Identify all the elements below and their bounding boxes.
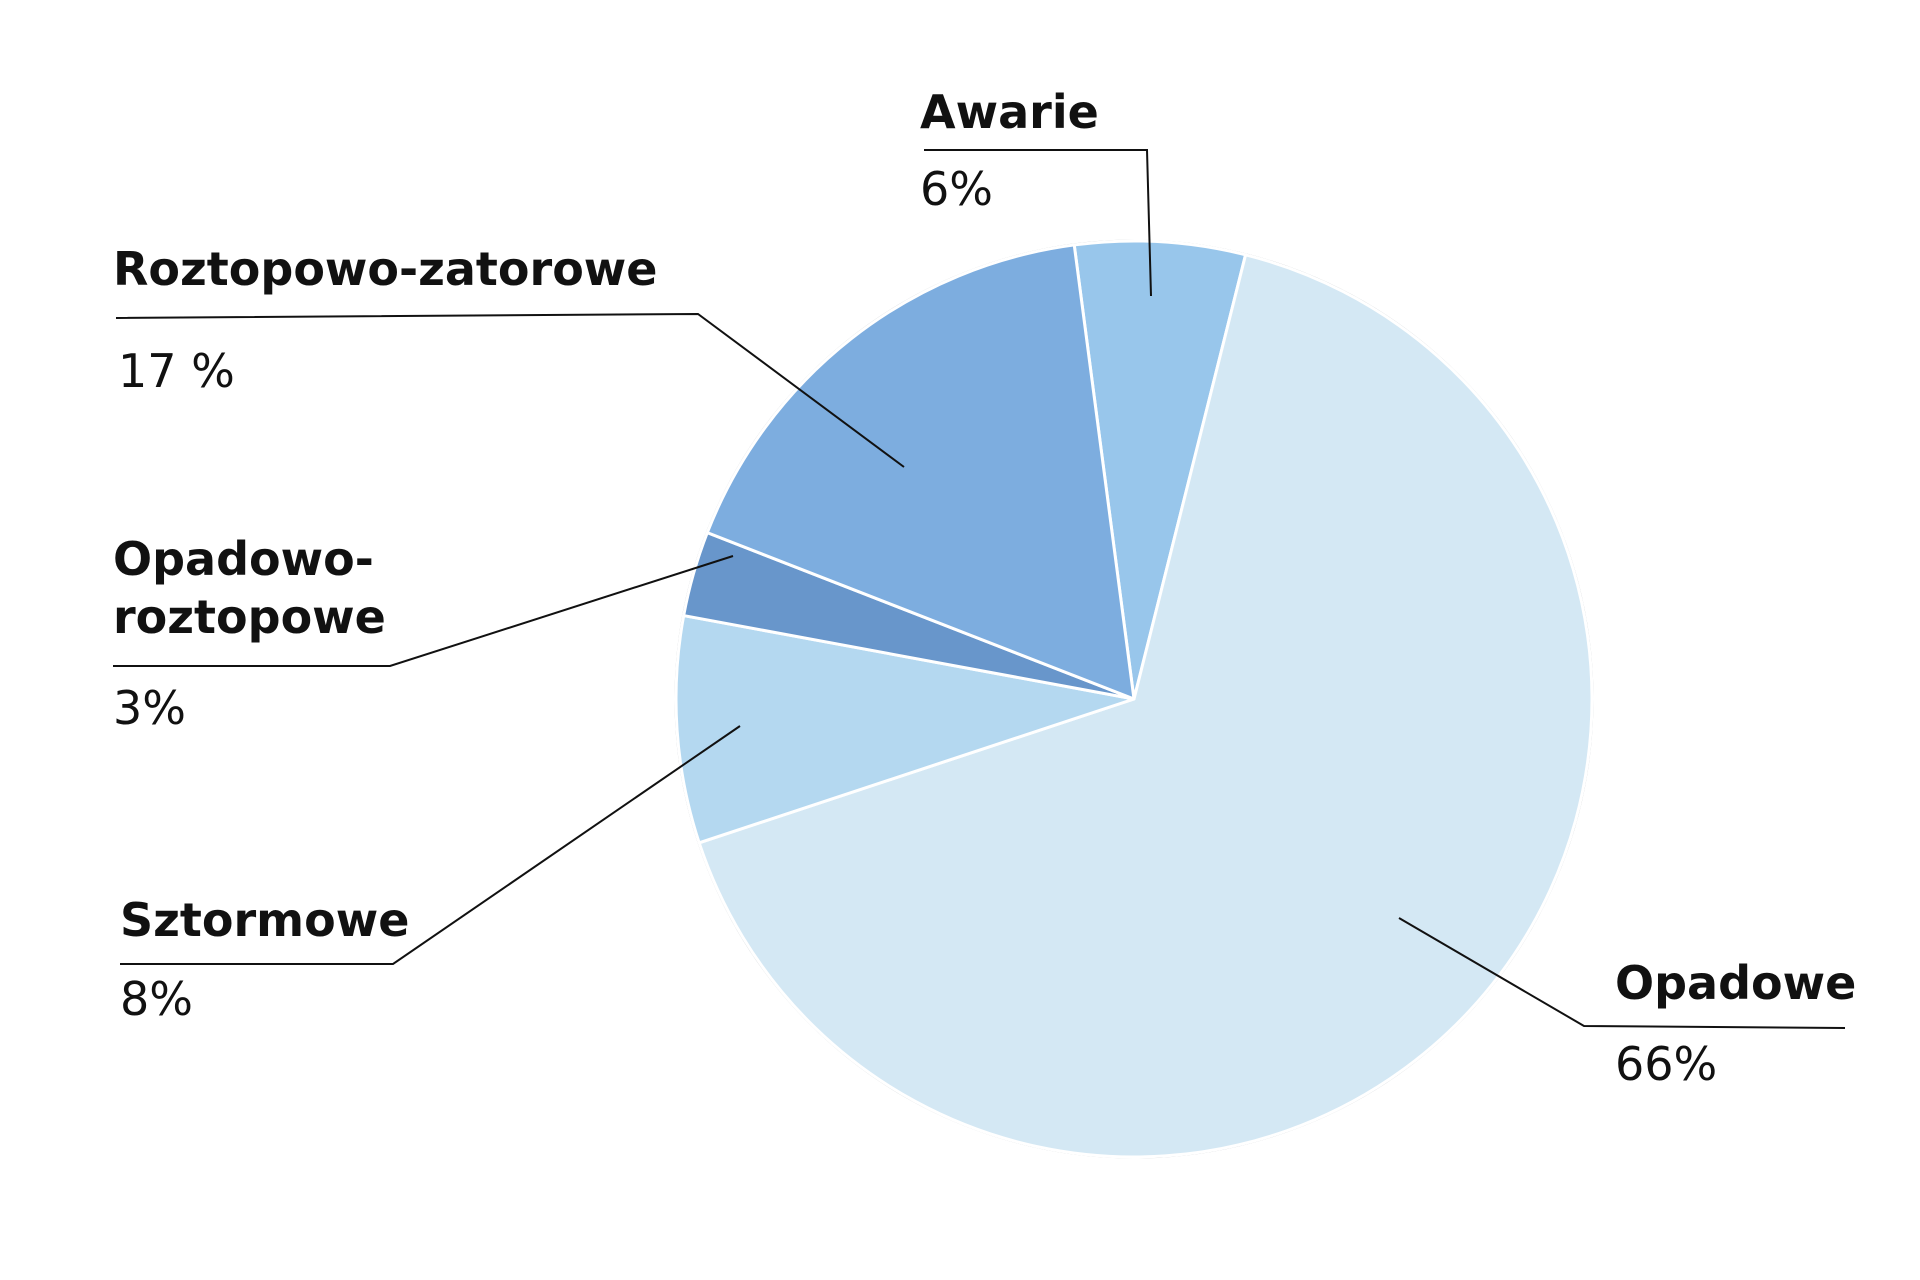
pie-slice-1 [1072,239,1248,701]
slice-value-4: 3% [113,681,186,735]
slice-label-1: Awarie [920,85,1099,139]
slice-value-5: 17 % [118,344,235,398]
slice-label-3: Sztormowe [120,893,409,947]
slice-label-2: Opadowe [1615,956,1856,1010]
slice-labels: Awarie 6% Opadowe 66% Sztormowe 8% Opadowo-roz… [113,85,1856,1091]
slice-value-3: 8% [120,972,193,1026]
slice-value-2: 66% [1615,1037,1717,1091]
slice-label-5: Roztopowo-zatorowe [113,242,658,296]
leader-line-4 [113,555,734,667]
slice-label-4-line-2: roztopowe [113,590,386,644]
leader-line-5 [115,312,905,468]
leader-line-3 [120,725,741,965]
pie-slice-2 [697,253,1594,1159]
pie-slice-3 [674,614,1136,845]
pie-slices [674,239,1594,1159]
slice-value-1: 6% [920,162,993,216]
leader-lines [113,149,1846,1029]
leader-line-2 [1398,917,1846,1029]
leader-line-1 [924,149,1152,297]
pie-slice-5 [705,243,1136,701]
slice-label-4-line-1: Opadowo- [113,532,374,586]
